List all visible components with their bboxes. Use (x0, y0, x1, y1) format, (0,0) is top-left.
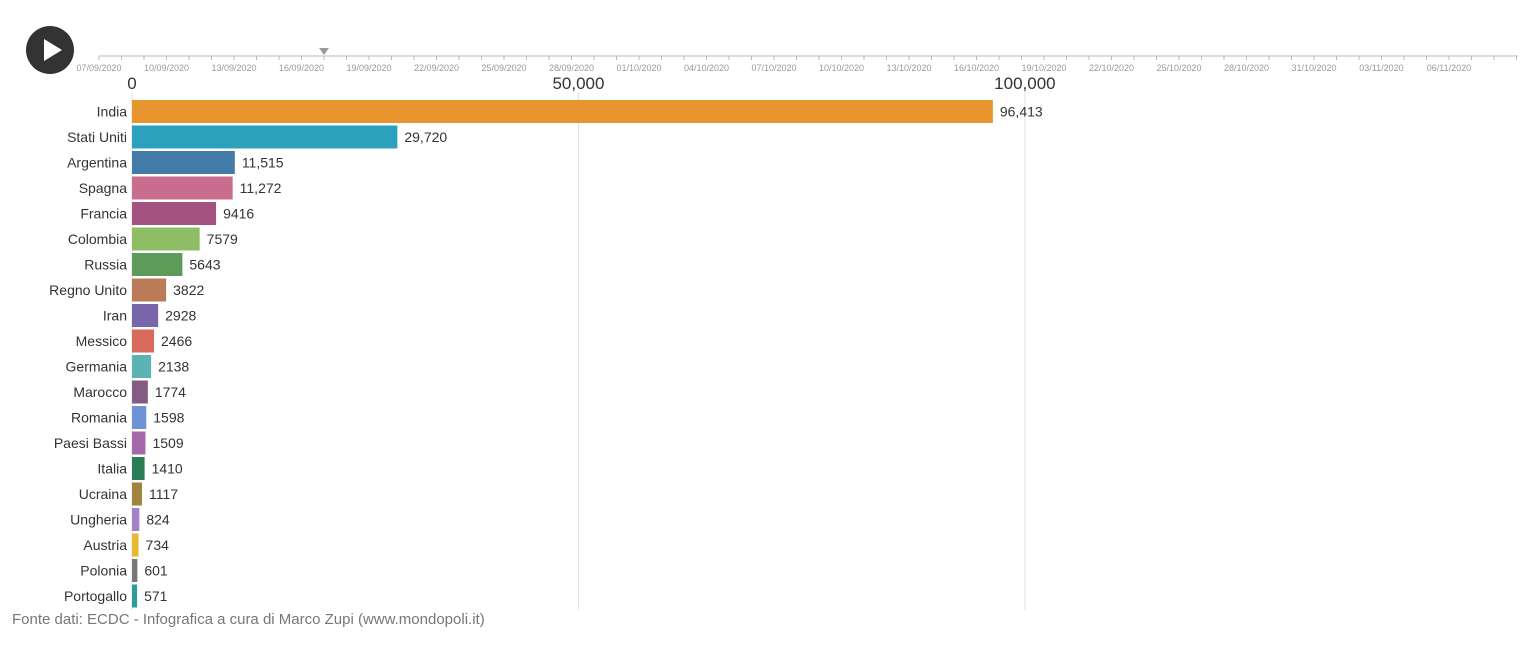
category-label: Colombia (68, 231, 127, 247)
timeline-date-label: 25/10/2020 (1156, 63, 1201, 73)
x-tick-label: 0 (127, 74, 136, 93)
timeline-date-label: 10/09/2020 (144, 63, 189, 73)
category-label: Polonia (80, 563, 127, 579)
category-label: Russia (84, 257, 127, 273)
bar (132, 533, 139, 557)
source-note: Fonte dati: ECDC - Infografica a cura di… (12, 611, 485, 628)
bar (132, 100, 993, 123)
bar (132, 380, 148, 404)
value-label: 96,413 (1000, 104, 1043, 120)
value-label: 1509 (152, 435, 183, 451)
timeline-date-label: 19/09/2020 (346, 63, 391, 73)
bar (132, 355, 152, 378)
x-tick-label: 50,000 (552, 74, 604, 93)
timeline-date-label: 31/10/2020 (1291, 63, 1336, 73)
timeline-date-label: 07/09/2020 (76, 63, 121, 73)
category-label: Romania (71, 410, 127, 426)
bar-chart: 0 50,000 100,000 India 96,413 Stati Uniti 29,7… (49, 74, 1056, 610)
value-label: 601 (144, 563, 168, 579)
timeline-slider[interactable]: 07/09/2020 10/09/2020 13/09/2020 16/09/2020… (0, 40, 1536, 80)
value-label: 1117 (149, 486, 178, 502)
timeline-date-label: 13/10/2020 (886, 63, 931, 73)
category-label: Francia (80, 206, 127, 222)
timeline-date-label: 25/09/2020 (481, 63, 526, 73)
value-label: 3822 (173, 282, 204, 298)
timeline-date-label: 10/10/2020 (819, 63, 864, 73)
value-label: 734 (146, 537, 170, 553)
bar (132, 125, 398, 149)
bar (132, 482, 142, 506)
value-label: 824 (146, 512, 170, 528)
bar (132, 151, 235, 174)
value-label: 2928 (165, 308, 196, 324)
bar (132, 457, 145, 480)
value-label: 29,720 (404, 129, 447, 145)
value-label: 5643 (189, 257, 220, 273)
value-label: 2466 (161, 333, 192, 349)
timeline-date-label: 28/09/2020 (549, 63, 594, 73)
timeline-date-label: 07/10/2020 (751, 63, 796, 73)
timeline-date-label: 16/10/2020 (954, 63, 999, 73)
category-label: Spagna (79, 180, 127, 196)
bar (132, 304, 159, 327)
timeline-date-label: 19/10/2020 (1021, 63, 1066, 73)
value-label: 1598 (153, 410, 184, 426)
category-label: Iran (103, 308, 127, 324)
bar (132, 176, 233, 200)
timeline-date-label: 16/09/2020 (279, 63, 324, 73)
category-label: Marocco (73, 384, 127, 400)
bar (132, 508, 140, 531)
bar (132, 278, 167, 302)
x-tick-label: 100,000 (994, 74, 1055, 93)
timeline-handle[interactable] (319, 48, 329, 55)
bar (132, 559, 138, 582)
value-label: 11,515 (242, 155, 284, 171)
bar (132, 227, 200, 251)
value-label: 2138 (158, 359, 189, 375)
timeline-date-label: 04/10/2020 (684, 63, 729, 73)
timeline-date-label: 06/11/2020 (1427, 63, 1471, 73)
timeline-date-label: 13/09/2020 (211, 63, 256, 73)
value-label: 1774 (155, 384, 186, 400)
play-icon (44, 39, 62, 61)
bar (132, 329, 155, 353)
value-label: 7579 (207, 231, 238, 247)
category-label: Portogallo (64, 588, 127, 604)
category-label: Paesi Bassi (54, 435, 127, 451)
category-label: Messico (76, 333, 128, 349)
bar (132, 431, 146, 455)
category-label: Regno Unito (49, 282, 127, 298)
category-label: Ungheria (70, 512, 127, 528)
play-button[interactable] (26, 26, 74, 74)
category-label: Stati Uniti (67, 129, 127, 145)
value-label: 571 (144, 588, 168, 604)
bar (132, 202, 217, 225)
value-label: 1410 (152, 461, 183, 477)
timeline-date-label: 03/11/2020 (1359, 63, 1403, 73)
bar (132, 584, 138, 608)
timeline-date-label: 22/09/2020 (414, 63, 459, 73)
value-label: 11,272 (240, 180, 282, 196)
category-label: Germania (66, 359, 128, 375)
category-label: India (97, 104, 128, 120)
timeline-date-label: 22/10/2020 (1089, 63, 1134, 73)
timeline-date-label: 01/10/2020 (616, 63, 661, 73)
bar (132, 406, 147, 429)
category-label: Austria (83, 537, 127, 553)
category-label: Argentina (67, 155, 127, 171)
timeline-date-label: 28/10/2020 (1224, 63, 1269, 73)
value-label: 9416 (223, 206, 254, 222)
category-label: Ucraina (79, 486, 127, 502)
bar (132, 253, 183, 276)
category-label: Italia (97, 461, 127, 477)
